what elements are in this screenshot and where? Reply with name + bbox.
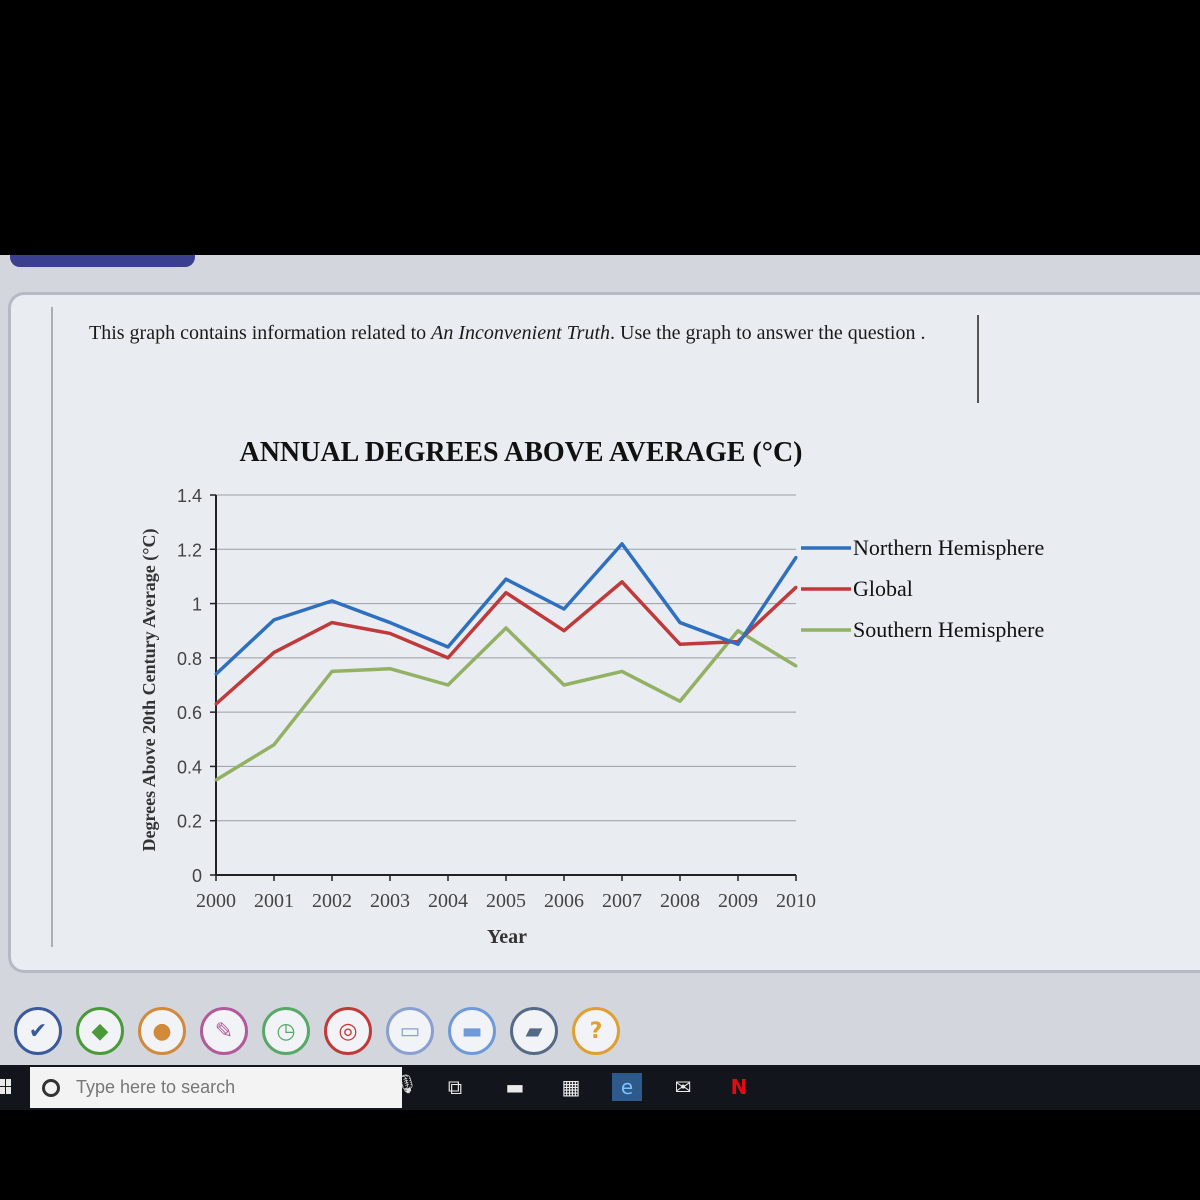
- notes-tool-icon[interactable]: ▭: [386, 1007, 434, 1055]
- legend-label: Northern Hemisphere: [853, 535, 1044, 560]
- data-point: [272, 650, 276, 654]
- series-line: [214, 542, 798, 676]
- x-tick-label: 2005: [486, 890, 526, 912]
- store-icon[interactable]: ▦: [561, 1075, 581, 1099]
- data-point: [446, 656, 450, 660]
- app-screen: This graph contains information related …: [0, 255, 1200, 1110]
- chart-title: ANNUAL DEGREES ABOVE AVERAGE (°C): [239, 437, 802, 468]
- x-tick-label: 2010: [776, 890, 816, 912]
- data-point: [794, 585, 798, 589]
- data-point: [620, 669, 624, 673]
- line-chart: 0 0.2 0.4 0.6 0.8 1 1.2 1.4 2000 2001 2002 2003 2004…: [139, 437, 1044, 948]
- data-point: [678, 699, 682, 703]
- data-point: [388, 621, 392, 625]
- task-view-icon[interactable]: ⧉: [447, 1075, 463, 1099]
- start-icon[interactable]: [0, 1079, 12, 1095]
- microphone-icon[interactable]: 🎙: [395, 1074, 418, 1095]
- y-tick-label: 0.4: [177, 757, 202, 777]
- question-title: An Inconvenient Truth: [431, 322, 610, 344]
- check-tool-icon[interactable]: ✔: [14, 1007, 62, 1055]
- taskbar-search-box[interactable]: Type here to search: [30, 1067, 402, 1108]
- data-point: [504, 577, 508, 581]
- y-tick-label: 0.6: [177, 703, 202, 723]
- file-explorer-icon[interactable]: ▬: [505, 1075, 525, 1099]
- data-point: [678, 621, 682, 625]
- data-point: [620, 542, 624, 546]
- panel-divider: [51, 307, 53, 947]
- x-tick-label: 2002: [312, 890, 352, 912]
- x-tick-label: 2006: [544, 890, 584, 912]
- help-tool-icon[interactable]: ?: [572, 1007, 620, 1055]
- data-point: [388, 631, 392, 635]
- data-point: [794, 555, 798, 559]
- data-point: [446, 683, 450, 687]
- x-tick-label: 2007: [602, 890, 642, 912]
- question-suffix: . Use the graph to answer the question .: [610, 322, 926, 344]
- data-point: [504, 626, 508, 630]
- pin-tool-icon[interactable]: ✎: [200, 1007, 248, 1055]
- data-point: [736, 642, 740, 646]
- timer-tool-icon[interactable]: ◷: [262, 1007, 310, 1055]
- data-point: [330, 621, 334, 625]
- question-text: This graph contains information related …: [89, 321, 929, 346]
- data-point: [214, 702, 218, 706]
- data-point: [272, 618, 276, 622]
- data-point: [562, 629, 566, 633]
- cortana-icon: [42, 1078, 60, 1097]
- data-point: [330, 599, 334, 603]
- target-tool-icon[interactable]: ◎: [324, 1007, 372, 1055]
- legend-label: Southern Hemisphere: [853, 617, 1044, 642]
- taskbar: Type here to search 🎙 ⧉ ▬ ▦ e ✉ N: [0, 1065, 1200, 1110]
- edge-icon[interactable]: e: [612, 1073, 642, 1101]
- data-point: [678, 642, 682, 646]
- legend-label: Global: [853, 576, 913, 601]
- data-point: [562, 683, 566, 687]
- y-tick-label: 1.4: [177, 486, 202, 506]
- y-tick-label: 0.8: [177, 649, 202, 669]
- x-tick-label: 2008: [660, 890, 700, 912]
- y-tick-label: 0.2: [177, 812, 202, 832]
- tool-bar: ✔ ◆ ● ✎ ◷ ◎ ▭ ▬ ▰?: [14, 1007, 620, 1055]
- data-point: [330, 669, 334, 673]
- data-point: [736, 629, 740, 633]
- data-point: [272, 743, 276, 747]
- question-panel: This graph contains information related …: [8, 292, 1200, 973]
- y-axis-label: Degrees Above 20th Century Average (°C): [139, 529, 160, 852]
- y-tick-label: 1: [192, 595, 202, 615]
- x-tick-label: 2009: [718, 890, 758, 912]
- panel-divider-right: [977, 315, 979, 403]
- data-point: [214, 672, 218, 676]
- data-point: [446, 645, 450, 649]
- series-line: [215, 626, 797, 782]
- series-line: [214, 580, 798, 706]
- x-tick-label: 2001: [254, 890, 294, 912]
- data-point: [504, 591, 508, 595]
- x-tick-label: 2004: [428, 890, 468, 912]
- x-tick-label: 2003: [370, 890, 410, 912]
- data-point: [388, 667, 392, 671]
- mail-icon[interactable]: ✉: [674, 1075, 692, 1099]
- y-tick-label: 0: [192, 866, 202, 886]
- eraser-tool-icon[interactable]: ▰: [510, 1007, 558, 1055]
- data-point: [562, 607, 566, 611]
- highlighter-tool-icon[interactable]: ▬: [448, 1007, 496, 1055]
- data-point: [620, 580, 624, 584]
- netflix-icon[interactable]: N: [730, 1075, 748, 1099]
- question-prefix: This graph contains information related …: [89, 322, 432, 344]
- top-tab[interactable]: [10, 255, 195, 267]
- globe-tool-icon[interactable]: ●: [138, 1007, 186, 1055]
- book-tool-icon[interactable]: ◆: [76, 1007, 124, 1055]
- y-tick-label: 1.2: [177, 540, 202, 560]
- data-point: [794, 664, 798, 668]
- x-tick-label: 2000: [196, 890, 236, 912]
- search-placeholder: Type here to search: [76, 1077, 236, 1097]
- x-axis-label: Year: [487, 926, 527, 948]
- data-point: [214, 778, 218, 782]
